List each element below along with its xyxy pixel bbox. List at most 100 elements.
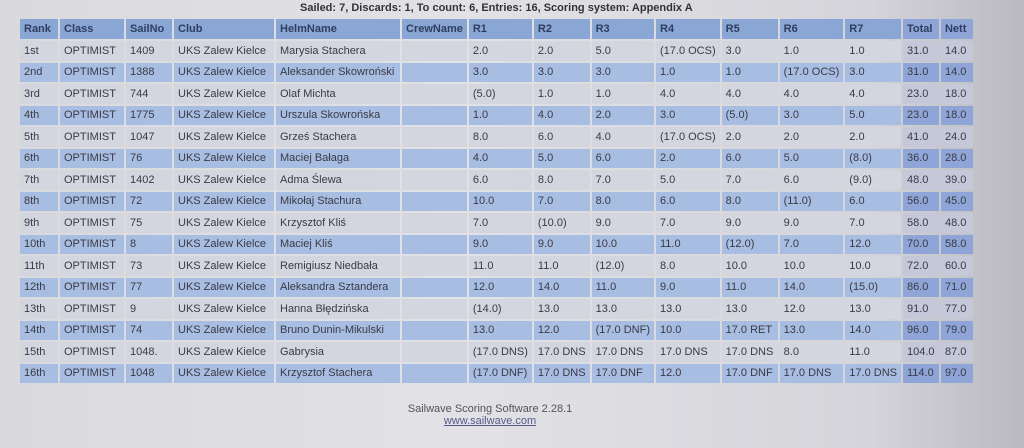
- cell-r5: 17.0 DNF: [721, 363, 778, 383]
- cell-r3: 10.0: [591, 234, 654, 254]
- cell-r7: 5.0: [845, 105, 901, 125]
- cell-helmname: Remigiusz Niedbała: [276, 256, 400, 276]
- cell-sailno: 1402: [126, 170, 172, 190]
- cell-r5: 17.0 DNS: [721, 342, 778, 362]
- cell-r1: 3.0: [468, 62, 532, 82]
- cell-club: UKS Zalew Kielce: [174, 234, 274, 254]
- cell-total: 23.0: [902, 105, 939, 125]
- cell-r7: 6.0: [845, 191, 901, 211]
- cell-club: UKS Zalew Kielce: [174, 127, 274, 147]
- cell-r5: 10.0: [721, 256, 778, 276]
- cell-sailno: 1388: [126, 62, 172, 82]
- cell-sailno: 744: [126, 84, 172, 104]
- cell-nett: 45.0: [940, 191, 973, 211]
- cell-r2: 5.0: [533, 148, 590, 168]
- cell-r3: 11.0: [591, 277, 654, 297]
- cell-r3: 5.0: [591, 41, 654, 61]
- cell-club: UKS Zalew Kielce: [174, 256, 274, 276]
- cell-helmname: Mikołaj Stachura: [276, 191, 400, 211]
- cell-helmname: Olaf Michta: [276, 84, 400, 104]
- cell-r6: (17.0 OCS): [779, 62, 844, 82]
- cell-r2: 7.0: [533, 191, 590, 211]
- cell-helmname: Bruno Dunin-Mikulski: [276, 320, 400, 340]
- cell-class: OPTIMIST: [60, 320, 124, 340]
- cell-class: OPTIMIST: [60, 170, 124, 190]
- cell-total: 41.0: [902, 127, 939, 147]
- cell-r3: 9.0: [591, 213, 654, 233]
- cell-r5: 2.0: [721, 127, 778, 147]
- cell-r1: 8.0: [468, 127, 532, 147]
- cell-r1: (14.0): [468, 299, 532, 319]
- table-row: 6th OPTIMIST 76 UKS Zalew Kielce Maciej Bała…: [20, 148, 973, 168]
- cell-r6: 10.0: [779, 256, 844, 276]
- cell-sailno: 1047: [126, 127, 172, 147]
- cell-r2: 2.0: [533, 41, 590, 61]
- cell-nett: 14.0: [940, 62, 973, 82]
- cell-class: OPTIMIST: [60, 256, 124, 276]
- cell-helmname: Marysia Stachera: [276, 41, 400, 61]
- footer: Sailwave Scoring Software 2.28.1 www.sai…: [0, 403, 980, 427]
- cell-helmname: Aleksander Skowroński: [276, 62, 400, 82]
- cell-r2: 6.0: [533, 127, 590, 147]
- sailwave-link[interactable]: www.sailwave.com: [443, 415, 537, 427]
- cell-r6: 17.0 DNS: [779, 363, 844, 383]
- cell-crewname: [402, 363, 467, 383]
- cell-crewname: [402, 62, 467, 82]
- cell-crewname: [402, 342, 467, 362]
- table-row: 15th OPTIMIST 1048. UKS Zalew Kielce Gabrysi…: [20, 342, 973, 362]
- cell-club: UKS Zalew Kielce: [174, 191, 274, 211]
- table-row: 1st OPTIMIST 1409 UKS Zalew Kielce Marysia S…: [20, 41, 973, 61]
- cell-class: OPTIMIST: [60, 363, 124, 383]
- cell-r7: (9.0): [845, 170, 901, 190]
- cell-r1: 10.0: [468, 191, 532, 211]
- cell-club: UKS Zalew Kielce: [174, 84, 274, 104]
- column-header-nett: Nett: [940, 19, 973, 39]
- cell-r1: 12.0: [468, 277, 532, 297]
- cell-r2: 17.0 DNS: [533, 342, 590, 362]
- cell-helmname: Hanna Błędzińska: [276, 299, 400, 319]
- table-row: 3rd OPTIMIST 744 UKS Zalew Kielce Olaf Micht…: [20, 84, 973, 104]
- column-header-crewname: CrewName: [402, 19, 467, 39]
- cell-r2: 12.0: [533, 320, 590, 340]
- cell-r5: 8.0: [721, 191, 778, 211]
- cell-r3: 1.0: [591, 84, 654, 104]
- software-credit: Sailwave Scoring Software 2.28.1: [407, 403, 573, 415]
- cell-r3: 17.0 DNS: [591, 342, 654, 362]
- cell-r2: 4.0: [533, 105, 590, 125]
- cell-r5: (12.0): [721, 234, 778, 254]
- cell-rank: 10th: [20, 234, 58, 254]
- cell-total: 31.0: [902, 41, 939, 61]
- cell-crewname: [402, 105, 467, 125]
- cell-r3: 6.0: [591, 148, 654, 168]
- column-header-total: Total: [902, 19, 939, 39]
- cell-r3: 2.0: [591, 105, 654, 125]
- results-subtitle: Sailed: 7, Discards: 1, To count: 6, Ent…: [300, 2, 693, 14]
- cell-club: UKS Zalew Kielce: [174, 342, 274, 362]
- cell-rank: 12th: [20, 277, 58, 297]
- column-header-r1: R1: [468, 19, 532, 39]
- cell-total: 72.0: [902, 256, 939, 276]
- cell-sailno: 1775: [126, 105, 172, 125]
- cell-r5: 17.0 RET: [721, 320, 778, 340]
- cell-rank: 4th: [20, 105, 58, 125]
- cell-r1: 13.0: [468, 320, 532, 340]
- cell-r6: 8.0: [779, 342, 844, 362]
- cell-club: UKS Zalew Kielce: [174, 277, 274, 297]
- cell-crewname: [402, 234, 467, 254]
- cell-rank: 1st: [20, 41, 58, 61]
- cell-nett: 18.0: [940, 84, 973, 104]
- cell-helmname: Adma Ślewa: [276, 170, 400, 190]
- cell-helmname: Krzysztof Kliś: [276, 213, 400, 233]
- cell-class: OPTIMIST: [60, 62, 124, 82]
- cell-rank: 6th: [20, 148, 58, 168]
- cell-r7: 10.0: [845, 256, 901, 276]
- cell-r3: 8.0: [591, 191, 654, 211]
- table-row: 14th OPTIMIST 74 UKS Zalew Kielce Bruno Duni…: [20, 320, 973, 340]
- cell-club: UKS Zalew Kielce: [174, 41, 274, 61]
- cell-crewname: [402, 299, 467, 319]
- cell-sailno: 1048: [126, 363, 172, 383]
- cell-r4: 1.0: [656, 62, 720, 82]
- cell-sailno: 9: [126, 299, 172, 319]
- column-header-class: Class: [60, 19, 124, 39]
- cell-r4: 4.0: [656, 84, 720, 104]
